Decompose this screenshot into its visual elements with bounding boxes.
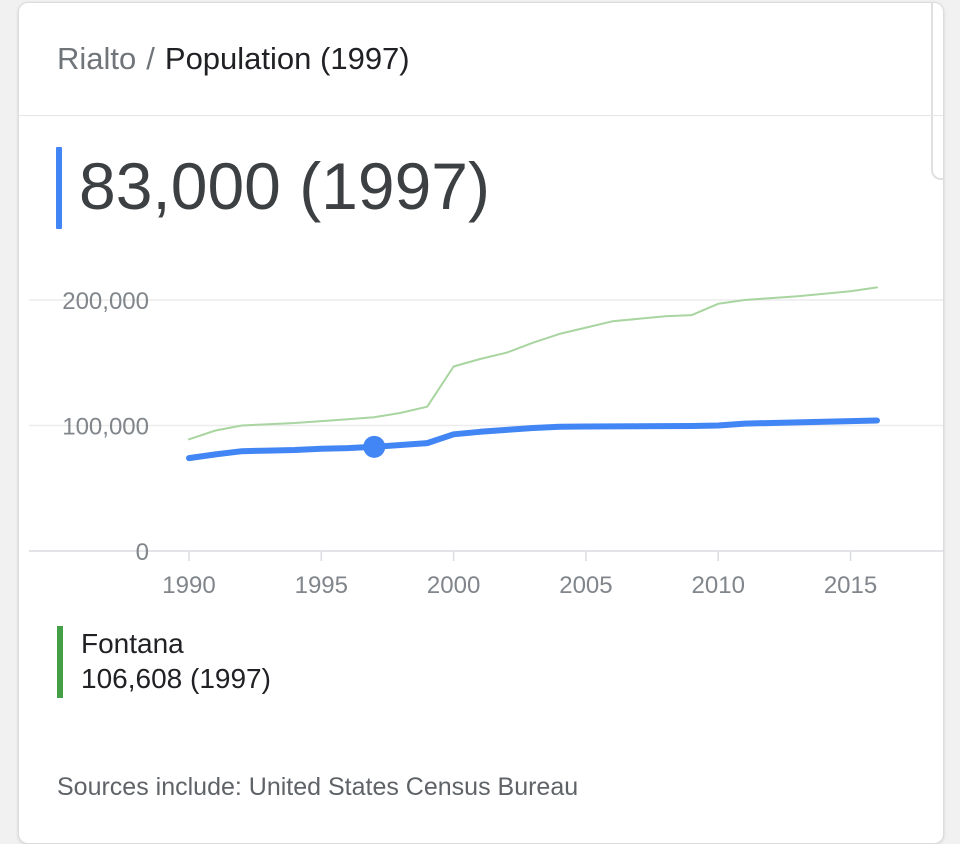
x-tick-label: 1990: [162, 572, 215, 599]
x-tick-label: 1995: [295, 572, 348, 599]
series-line-fontana: [188, 286, 878, 441]
x-tick-label: 2010: [692, 572, 745, 599]
legend-series-name[interactable]: Fontana: [81, 628, 184, 659]
y-tick-label: 0: [136, 539, 149, 566]
header-divider: [19, 115, 943, 116]
legend-series-value: 106,608 (1997): [81, 663, 271, 694]
main-value: 83,000 (1997): [79, 149, 490, 223]
primary-series-indicator: [56, 147, 62, 229]
x-tick-label: 2015: [824, 572, 877, 599]
y-tick-label: 200,000: [62, 288, 149, 315]
breadcrumb: Rialto / Population (1997): [57, 39, 410, 79]
population-card: Rialto / Population (1997) 83,000 (1997) 0…: [18, 2, 944, 844]
legend-color-bar: [57, 626, 63, 698]
breadcrumb-separator: /: [146, 41, 155, 76]
highlight-point: [363, 435, 386, 458]
population-line-chart[interactable]: 0 100,000 200,000 1990 1995 2000 2005 2010 2015: [19, 3, 943, 603]
x-tick-label: 2005: [559, 572, 612, 599]
scrollbar-edge: [931, 3, 943, 180]
sources-note: Sources include: United States Census Bu…: [57, 773, 579, 801]
breadcrumb-parent-link[interactable]: Rialto: [57, 41, 137, 76]
y-tick-label: 100,000: [62, 414, 149, 441]
series-line-rialto: [186, 417, 880, 462]
x-tick-label: 2000: [427, 572, 480, 599]
breadcrumb-current: Population (1997): [164, 41, 410, 76]
